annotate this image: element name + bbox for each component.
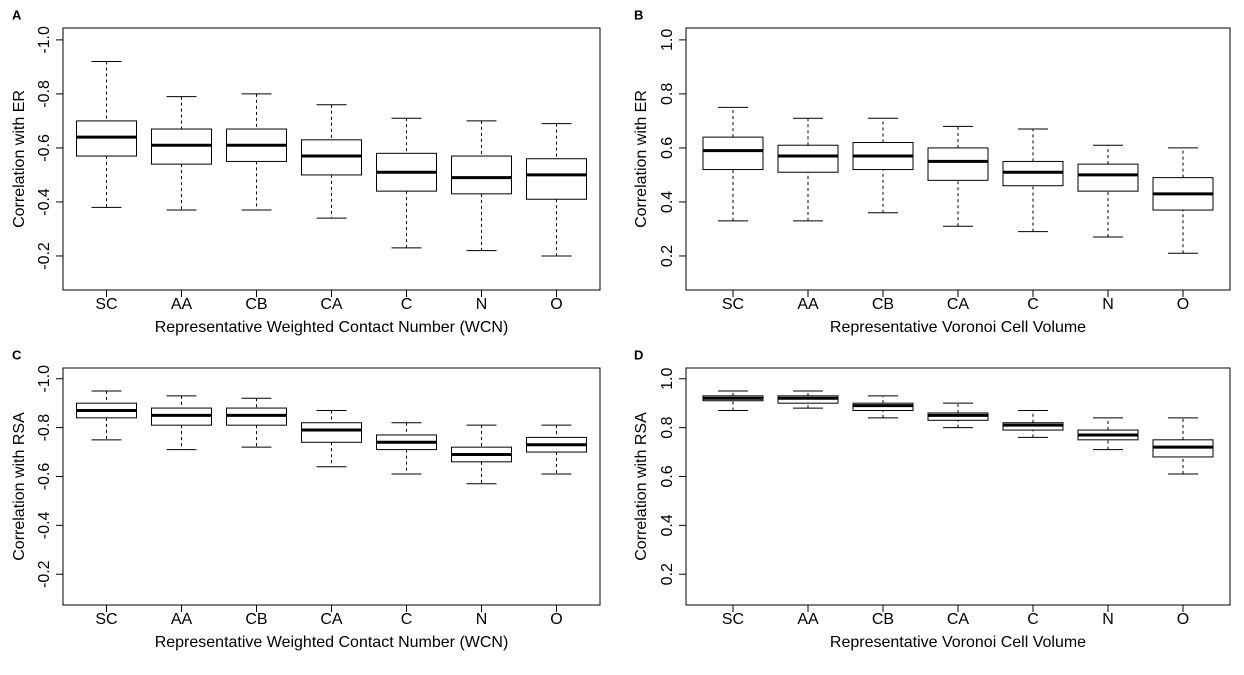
y-tick-label: 0.2 <box>659 245 676 267</box>
plot-frame <box>62 367 601 606</box>
x-axis-label: Representative Voronoi Cell Volume <box>830 634 1086 651</box>
x-tick-label: C <box>1027 296 1039 313</box>
x-tick-label: CA <box>947 611 970 628</box>
box <box>451 155 512 195</box>
x-tick-label: AA <box>171 296 193 313</box>
x-tick-label: AA <box>797 296 819 313</box>
x-tick-label: CB <box>872 611 894 628</box>
x-tick-label: CB <box>872 296 894 313</box>
box <box>301 422 362 443</box>
box <box>1077 163 1139 192</box>
y-tick-label: 1.0 <box>659 368 676 390</box>
x-tick-label: O <box>1177 611 1189 628</box>
y-tick-label: -0.6 <box>36 134 53 162</box>
y-tick-label: 0.4 <box>659 514 676 536</box>
x-tick-label: O <box>1177 296 1189 313</box>
panel-label: A <box>12 7 22 22</box>
box <box>927 147 989 181</box>
x-axis-label: Representative Weighted Contact Number (… <box>155 319 509 336</box>
y-tick-label: -0.4 <box>36 188 53 216</box>
y-tick-label: -1.0 <box>36 365 53 393</box>
y-tick-label: -0.8 <box>36 414 53 442</box>
box <box>702 136 764 171</box>
y-tick-label: 0.4 <box>659 191 676 213</box>
y-tick-label: -0.4 <box>36 511 53 539</box>
x-tick-label: CA <box>320 611 343 628</box>
x-tick-label: AA <box>171 611 193 628</box>
x-tick-label: N <box>476 296 488 313</box>
box <box>777 144 839 173</box>
y-axis-label: Correlation with ER <box>11 90 28 228</box>
x-tick-label: SC <box>95 611 117 628</box>
y-tick-label: 0.8 <box>659 83 676 105</box>
x-tick-label: C <box>1027 611 1039 628</box>
y-axis-label: Correlation with RSA <box>11 412 28 561</box>
x-tick-label: N <box>1102 296 1114 313</box>
y-tick-label: -0.2 <box>36 560 53 588</box>
y-tick-label: -0.8 <box>36 80 53 108</box>
y-tick-label: 1.0 <box>659 29 676 51</box>
y-tick-label: 0.6 <box>659 465 676 487</box>
x-tick-label: CB <box>245 611 267 628</box>
y-tick-label: 0.2 <box>659 563 676 585</box>
x-tick-label: AA <box>797 611 819 628</box>
x-tick-label: N <box>476 611 488 628</box>
y-tick-label: -0.2 <box>36 242 53 270</box>
panel-label: B <box>634 7 643 22</box>
x-axis-label: Representative Voronoi Cell Volume <box>830 319 1086 336</box>
x-tick-label: C <box>401 611 413 628</box>
x-tick-label: CA <box>947 296 970 313</box>
box <box>526 158 587 200</box>
x-tick-label: CB <box>245 296 267 313</box>
y-tick-label: -1.0 <box>36 26 53 54</box>
x-tick-label: SC <box>95 296 117 313</box>
x-tick-label: O <box>550 611 562 628</box>
x-tick-label: C <box>401 296 413 313</box>
x-tick-label: O <box>550 296 562 313</box>
x-tick-label: CA <box>320 296 343 313</box>
y-tick-label: 0.6 <box>659 137 676 159</box>
panel-label: D <box>634 347 643 362</box>
panel-label: C <box>12 347 22 362</box>
x-axis-label: Representative Weighted Contact Number (… <box>155 634 509 651</box>
y-axis-label: Correlation with ER <box>633 90 650 228</box>
x-tick-label: N <box>1102 611 1114 628</box>
x-tick-label: SC <box>722 611 744 628</box>
y-tick-label: 0.8 <box>659 416 676 438</box>
y-tick-label: -0.6 <box>36 463 53 491</box>
y-axis-label: Correlation with RSA <box>633 412 650 561</box>
x-tick-label: SC <box>722 296 744 313</box>
